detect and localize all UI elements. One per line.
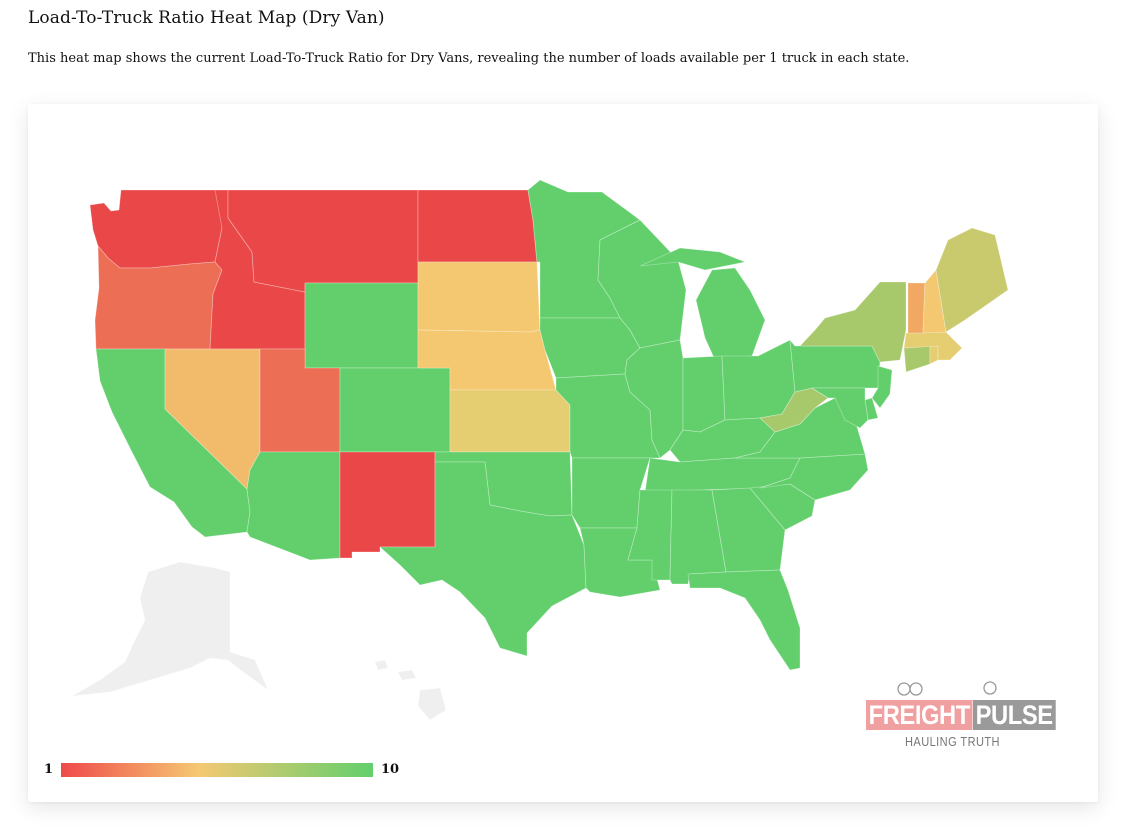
state-AZ[interactable] bbox=[246, 451, 341, 561]
state-IA[interactable] bbox=[539, 317, 641, 379]
state-FL[interactable] bbox=[687, 569, 801, 671]
legend-min-label: 1 bbox=[44, 762, 54, 777]
state-ND[interactable] bbox=[417, 189, 538, 263]
state-WY[interactable] bbox=[304, 282, 419, 369]
page-description: This heat map shows the current Load-To-… bbox=[28, 51, 910, 66]
state-SD[interactable] bbox=[417, 261, 541, 333]
state-TX[interactable] bbox=[379, 461, 587, 657]
page-title: Load-To-Truck Ratio Heat Map (Dry Van) bbox=[28, 8, 385, 28]
state-IL[interactable] bbox=[624, 339, 684, 459]
state-MD[interactable] bbox=[811, 387, 869, 429]
state-HI[interactable] bbox=[374, 659, 447, 721]
state-NY[interactable] bbox=[799, 281, 907, 363]
state-NJ[interactable] bbox=[871, 365, 893, 409]
state-MI[interactable] bbox=[639, 247, 766, 361]
state-GA[interactable] bbox=[711, 487, 786, 573]
legend-gradient-bar bbox=[61, 763, 373, 777]
logo-word-pulse: PULSE bbox=[973, 700, 1056, 730]
state-RI[interactable] bbox=[929, 345, 939, 365]
state-NC[interactable] bbox=[759, 453, 869, 501]
state-PA[interactable] bbox=[789, 339, 881, 393]
state-VT[interactable] bbox=[907, 282, 926, 334]
freight-pulse-logo-icon bbox=[832, 647, 1064, 696]
state-WA[interactable] bbox=[89, 189, 229, 269]
state-NM[interactable] bbox=[339, 451, 436, 559]
state-MA[interactable] bbox=[903, 331, 963, 361]
state-ME[interactable] bbox=[935, 227, 1009, 333]
legend-max-label: 10 bbox=[381, 762, 400, 777]
state-IN[interactable] bbox=[682, 355, 726, 433]
logo-tagline: HAULING TRUTH bbox=[905, 734, 1000, 749]
state-MT[interactable] bbox=[227, 189, 419, 293]
state-KS[interactable] bbox=[449, 389, 571, 453]
state-CT[interactable] bbox=[903, 345, 931, 373]
freight-pulse-logo: FREIGHT PULSE bbox=[866, 700, 1067, 730]
state-CO[interactable] bbox=[339, 367, 451, 453]
state-AK[interactable] bbox=[71, 561, 269, 697]
logo-word-freight: FREIGHT bbox=[866, 700, 973, 730]
